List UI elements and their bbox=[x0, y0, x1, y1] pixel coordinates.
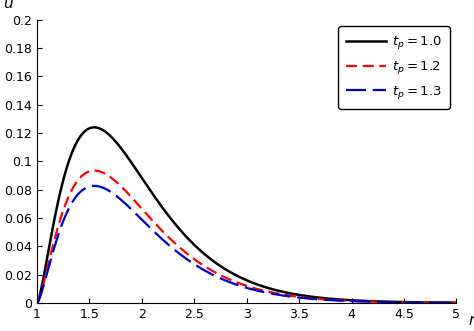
$t_p =1.3$ bbox=[55, 232, 61, 236]
$t_p =1.3$ bbox=[365, 300, 370, 304]
$t_p =1.2$ bbox=[238, 282, 244, 286]
Y-axis label: u: u bbox=[3, 0, 12, 11]
$t_p =1.2$ bbox=[442, 301, 447, 305]
$t_p =1.3$ bbox=[34, 301, 40, 305]
$t_p =1.0$ bbox=[365, 299, 370, 303]
$t_p =1.2$ bbox=[365, 300, 370, 304]
$t_p =1.3$ bbox=[227, 280, 233, 284]
$t_p =1.0$ bbox=[227, 270, 233, 274]
Line: $t_p =1.3$: $t_p =1.3$ bbox=[37, 186, 456, 303]
$t_p =1.2$ bbox=[55, 223, 61, 227]
$t_p =1.3$ bbox=[238, 284, 244, 288]
$t_p =1.0$ bbox=[454, 301, 459, 305]
$t_p =1.0$ bbox=[91, 125, 97, 129]
$t_p =1.0$ bbox=[442, 301, 447, 305]
$t_p =1.3$ bbox=[441, 301, 447, 305]
$t_p =1.0$ bbox=[34, 301, 40, 305]
$t_p =1.0$ bbox=[441, 301, 447, 305]
X-axis label: r: r bbox=[468, 313, 474, 328]
$t_p =1.2$ bbox=[227, 278, 233, 282]
$t_p =1.2$ bbox=[34, 301, 40, 305]
Legend: $t_p =1.0$, $t_p =1.2$, $t_p =1.3$: $t_p =1.0$, $t_p =1.2$, $t_p =1.3$ bbox=[338, 26, 450, 109]
$t_p =1.2$ bbox=[454, 301, 459, 305]
Line: $t_p =1.0$: $t_p =1.0$ bbox=[37, 127, 456, 303]
$t_p =1.3$ bbox=[91, 184, 97, 188]
$t_p =1.3$ bbox=[442, 301, 447, 305]
$t_p =1.0$ bbox=[238, 276, 244, 280]
$t_p =1.0$ bbox=[55, 198, 61, 202]
$t_p =1.2$ bbox=[441, 301, 447, 305]
$t_p =1.2$ bbox=[91, 168, 97, 172]
$t_p =1.3$ bbox=[454, 301, 459, 305]
Line: $t_p =1.2$: $t_p =1.2$ bbox=[37, 170, 456, 303]
